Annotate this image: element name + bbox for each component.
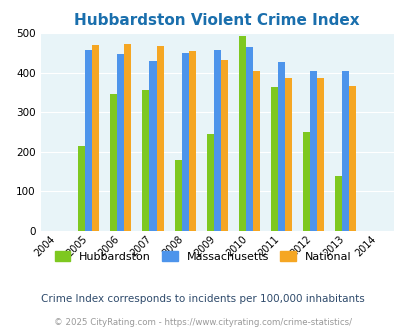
Bar — [213, 50, 220, 231]
Bar — [117, 54, 124, 231]
Bar — [142, 90, 149, 231]
Bar — [85, 50, 92, 231]
Bar — [348, 86, 355, 231]
Bar — [174, 160, 181, 231]
Bar — [284, 78, 291, 231]
Bar — [110, 94, 117, 231]
Bar — [341, 71, 348, 231]
Bar — [149, 61, 156, 231]
Bar — [252, 71, 259, 231]
Bar — [270, 87, 277, 231]
Text: Crime Index corresponds to incidents per 100,000 inhabitants: Crime Index corresponds to incidents per… — [41, 294, 364, 304]
Bar — [277, 61, 284, 231]
Bar — [124, 44, 131, 231]
Bar — [316, 78, 323, 231]
Bar — [245, 47, 252, 231]
Bar — [238, 36, 245, 231]
Legend: Hubbardston, Massachusetts, National: Hubbardston, Massachusetts, National — [50, 247, 355, 267]
Bar — [78, 146, 85, 231]
Bar — [220, 60, 227, 231]
Bar — [206, 134, 213, 231]
Bar — [156, 46, 163, 231]
Bar — [302, 132, 309, 231]
Title: Hubbardston Violent Crime Index: Hubbardston Violent Crime Index — [74, 13, 359, 28]
Bar — [309, 71, 316, 231]
Bar — [334, 176, 341, 231]
Bar — [188, 51, 195, 231]
Bar — [92, 45, 99, 231]
Bar — [181, 53, 188, 231]
Text: © 2025 CityRating.com - https://www.cityrating.com/crime-statistics/: © 2025 CityRating.com - https://www.city… — [54, 318, 351, 327]
